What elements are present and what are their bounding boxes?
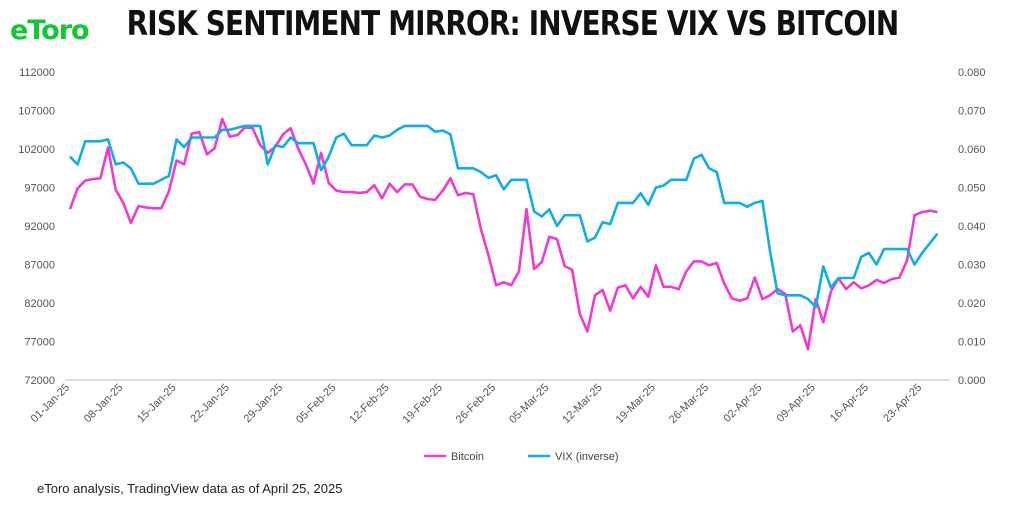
x-axis-ticks: 01-Jan-25 08-Jan-25 15-Jan-25 22-Jan-25 29-J… xyxy=(29,382,925,426)
series-line-vix-inverse xyxy=(69,124,939,309)
x-tick-label: 19-Feb-25 xyxy=(401,382,445,426)
series-lines xyxy=(68,117,939,351)
right-tick-label: 0.010 xyxy=(958,337,986,349)
left-tick-label: 92000 xyxy=(24,221,55,233)
x-tick-label: 16-Apr-25 xyxy=(828,382,871,425)
legend-label: Bitcoin xyxy=(451,451,484,463)
right-tick-label: 0.020 xyxy=(958,298,986,310)
etoro-logo: eToro xyxy=(10,10,90,46)
x-tick-label: 26-Mar-25 xyxy=(667,382,711,426)
x-tick-label: 01-Jan-25 xyxy=(29,382,73,426)
left-tick-label: 107000 xyxy=(18,106,55,118)
left-axis-ticks: 72000 77000 82000 87000 92000 97000 102000 1070… xyxy=(18,67,55,387)
right-tick-label: 0.080 xyxy=(958,67,986,79)
right-tick-label: 0.050 xyxy=(958,183,986,195)
x-tick-label: 05-Feb-25 xyxy=(294,382,338,426)
right-tick-label: 0.060 xyxy=(958,144,986,156)
x-tick-label: 29-Jan-25 xyxy=(242,382,286,426)
left-tick-label: 97000 xyxy=(24,183,55,195)
right-axis-ticks: 0.000 0.010 0.020 0.030 0.040 0.050 0.060 0.070… xyxy=(958,67,986,387)
series-line-bitcoin xyxy=(68,117,938,351)
x-tick-label: 02-Apr-25 xyxy=(721,382,764,425)
left-tick-label: 87000 xyxy=(24,260,55,272)
x-tick-label: 12-Feb-25 xyxy=(347,382,391,426)
x-tick-label: 15-Jan-25 xyxy=(135,382,179,426)
right-tick-label: 0.000 xyxy=(958,375,986,387)
x-tick-label: 22-Jan-25 xyxy=(188,382,232,426)
x-tick-label: 05-Mar-25 xyxy=(507,382,551,426)
x-tick-label: 23-Apr-25 xyxy=(881,382,924,425)
legend: Bitcoin VIX (inverse) xyxy=(424,451,619,463)
chart-title: RISK SENTIMENT MIRROR: INVERSE VIX VS BI… xyxy=(126,4,900,44)
x-tick-label: 08-Jan-25 xyxy=(82,382,126,426)
source-note: eToro analysis, TradingView data as of A… xyxy=(37,481,343,496)
logo-text: eToro xyxy=(10,15,90,46)
right-tick-label: 0.070 xyxy=(958,106,986,118)
left-tick-label: 82000 xyxy=(24,298,55,310)
left-tick-label: 72000 xyxy=(24,375,55,387)
x-tick-label: 09-Apr-25 xyxy=(775,382,818,425)
left-tick-label: 112000 xyxy=(19,67,55,79)
x-tick-label: 12-Mar-25 xyxy=(560,382,604,426)
right-tick-label: 0.040 xyxy=(958,221,986,233)
x-tick-label: 19-Mar-25 xyxy=(614,382,658,426)
x-tick-label: 26-Feb-25 xyxy=(454,382,498,426)
legend-label: VIX (inverse) xyxy=(555,451,619,463)
left-tick-label: 77000 xyxy=(24,337,55,349)
right-tick-label: 0.030 xyxy=(958,260,986,272)
left-tick-label: 102000 xyxy=(18,144,55,156)
